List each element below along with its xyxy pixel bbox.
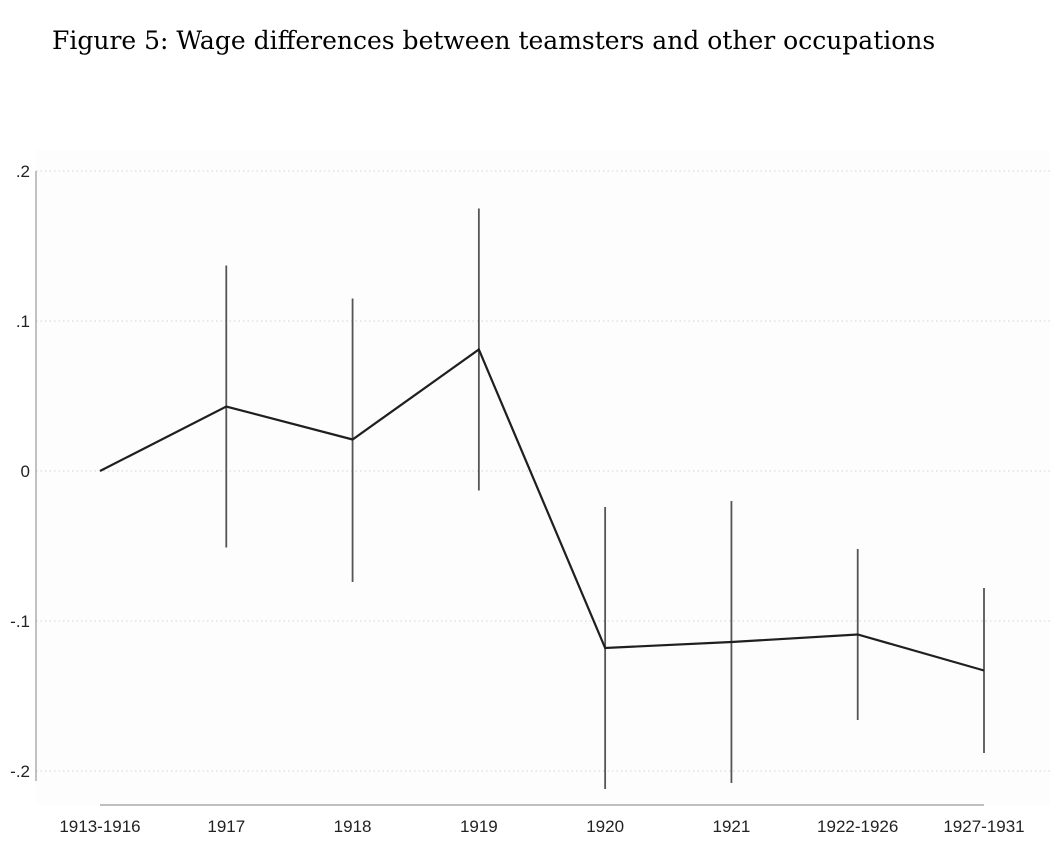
y-tick-labels: .2 .1 0 -.1 -.2 — [10, 162, 30, 781]
x-tick-label: 1922-1926 — [817, 817, 898, 836]
y-tick-label: .1 — [16, 312, 30, 331]
x-tick-labels: 1913-1916 1917 1918 1919 1920 1921 1922-1926 19… — [59, 817, 1024, 836]
x-tick-label: 1919 — [460, 817, 498, 836]
x-tick-label: 1917 — [207, 817, 245, 836]
y-tick-label: .2 — [16, 162, 30, 181]
y-tick-label: 0 — [21, 462, 30, 481]
x-tick-label: 1927-1931 — [943, 817, 1024, 836]
y-tick-label: -.2 — [10, 762, 30, 781]
x-tick-label: 1913-1916 — [59, 817, 140, 836]
x-tick-label: 1920 — [586, 817, 624, 836]
y-tick-label: -.1 — [10, 612, 30, 631]
x-tick-label: 1918 — [334, 817, 372, 836]
plot-background — [36, 150, 1050, 805]
x-tick-label: 1921 — [713, 817, 751, 836]
